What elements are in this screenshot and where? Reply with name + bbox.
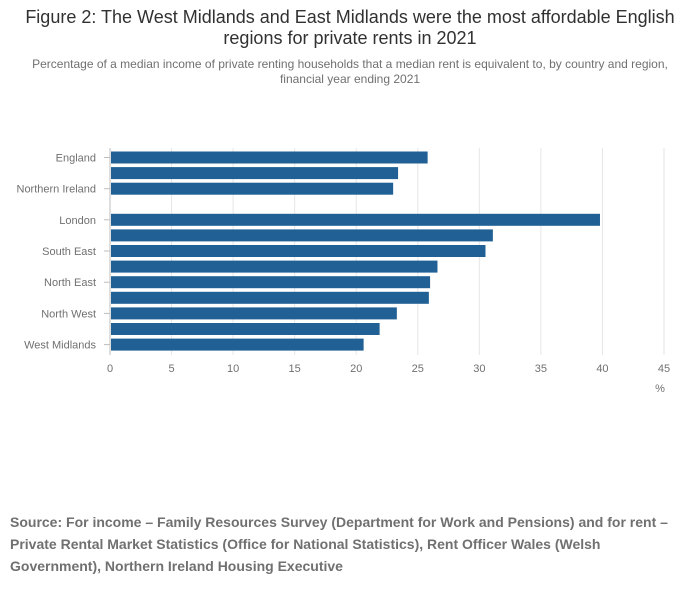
y-tick-label: London	[59, 215, 96, 227]
y-tick-label: England	[56, 153, 96, 165]
x-tick-label: 20	[350, 363, 362, 375]
x-tick-label: 0	[107, 363, 113, 375]
source-note: Source: For income – Family Resources Su…	[10, 514, 668, 574]
bar	[111, 260, 438, 273]
bar	[111, 182, 394, 195]
bar	[111, 338, 364, 351]
x-tick-label: 35	[535, 363, 547, 375]
y-tick-label: North West	[41, 308, 96, 320]
x-tick-label: 25	[412, 363, 424, 375]
bar	[111, 151, 428, 164]
chart-title: Figure 2: The West Midlands and East Mid…	[25, 7, 675, 48]
chart-subtitle: Percentage of a median income of private…	[32, 57, 668, 86]
bar-chart: 0 5 10 15 20 25 30 35 40 45% England Northern Irela…	[17, 148, 670, 395]
x-tick-label: 40	[596, 363, 608, 375]
bar	[111, 245, 486, 257]
y-tick-label: West Midlands	[24, 340, 96, 352]
x-tick-label: 45	[658, 363, 670, 375]
bar	[111, 307, 397, 320]
x-axis-label: %	[655, 383, 665, 395]
x-tick-label: 10	[227, 363, 239, 375]
y-tick-label: Northern Ireland	[17, 184, 97, 196]
y-tick-label: South East	[42, 246, 96, 258]
bar	[111, 291, 429, 304]
x-tick-label: 5	[168, 363, 174, 375]
bar	[111, 276, 431, 289]
bar	[111, 213, 600, 226]
x-tick-label: 30	[473, 363, 485, 375]
bar	[111, 229, 493, 242]
x-tick-label: 15	[289, 363, 301, 375]
y-tick-label: North East	[44, 277, 96, 289]
bar	[111, 323, 380, 335]
bar	[111, 167, 399, 180]
